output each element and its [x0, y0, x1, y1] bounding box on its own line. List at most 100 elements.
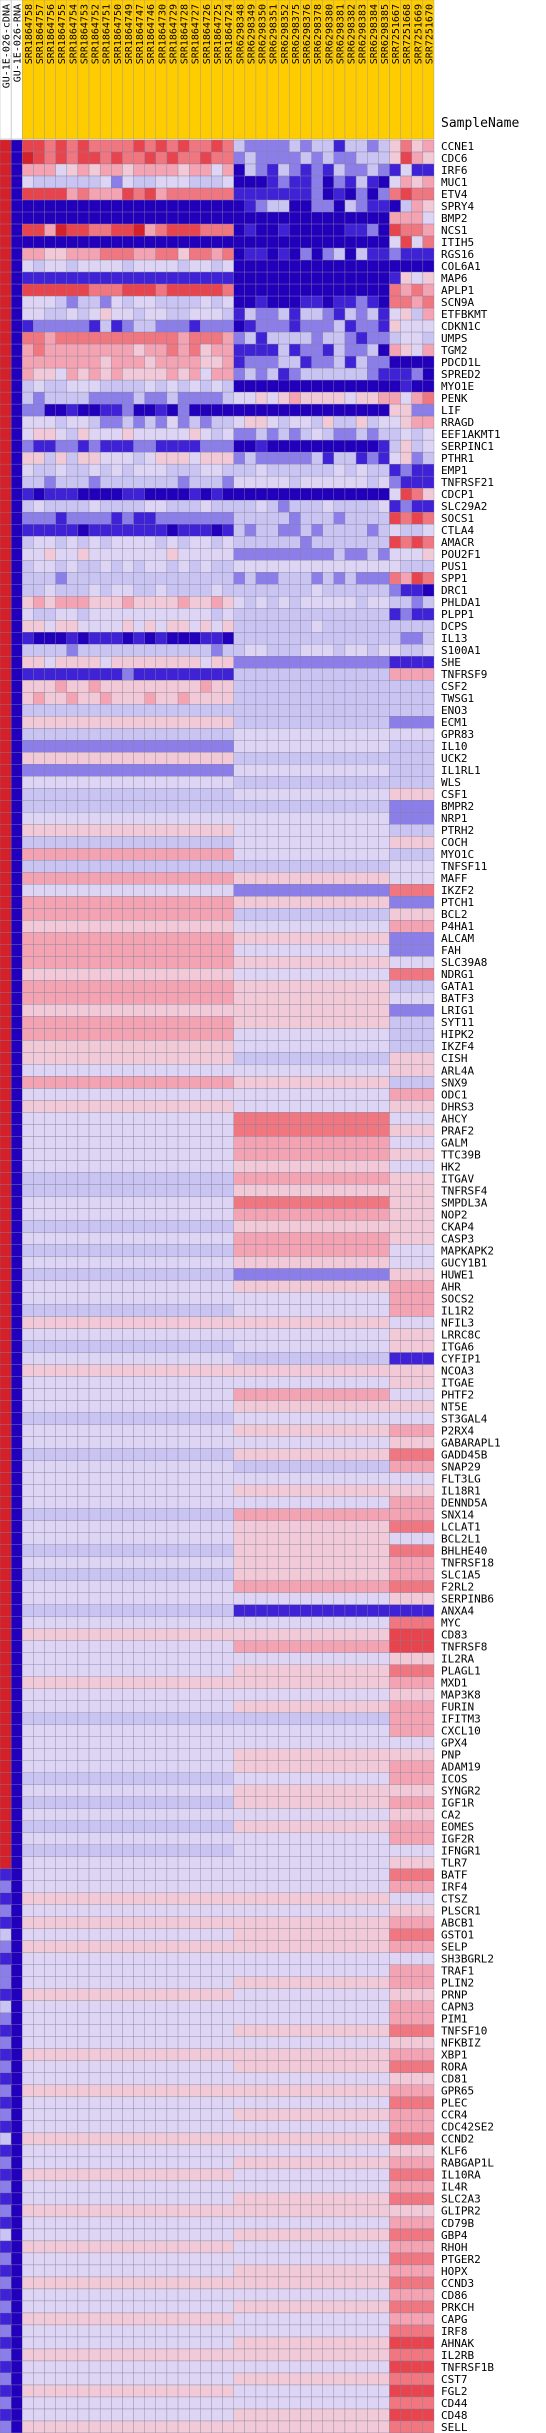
heatmap-cell [144, 163, 156, 177]
heatmap-cell [122, 1076, 134, 1089]
heatmap-cell [400, 1436, 412, 1449]
heatmap-cell [177, 860, 190, 873]
column-label: SRR1864758 [24, 4, 35, 64]
heatmap-cell [378, 1592, 390, 1605]
heatmap-cell [189, 920, 201, 933]
heatmap-cell [400, 788, 412, 801]
heatmap-cell [211, 1352, 223, 1365]
heatmap-cell [99, 680, 112, 693]
heatmap-cell [211, 1148, 223, 1161]
heatmap-cell [233, 1292, 245, 1305]
heatmap-cell [355, 1064, 368, 1077]
heatmap-cell [367, 1556, 379, 1569]
heatmap-cell [411, 259, 424, 273]
heatmap-cell [244, 1076, 257, 1089]
heatmap-cell [177, 523, 190, 537]
heatmap-cell [133, 1028, 145, 1041]
heatmap-cell [155, 1064, 168, 1077]
heatmap-cell [111, 1244, 123, 1257]
heatmap-cell [367, 1160, 379, 1173]
heatmap-cell [55, 319, 67, 333]
heatmap-cell [177, 1280, 190, 1293]
heatmap-cell [166, 992, 179, 1005]
heatmap-cell [133, 968, 145, 981]
heatmap-cell [177, 656, 190, 669]
heatmap-cell [400, 187, 412, 201]
heatmap-cell [99, 1316, 112, 1329]
heatmap-cell [55, 872, 67, 885]
heatmap-cell [144, 1244, 156, 1257]
heatmap-cell [111, 1580, 123, 1593]
heatmap-cell [244, 499, 257, 513]
heatmap-cell [33, 824, 45, 837]
heatmap-cell [189, 355, 201, 369]
heatmap-cell [166, 1304, 179, 1317]
heatmap-cell [44, 175, 56, 189]
heatmap-cell [389, 367, 401, 381]
heatmap-cell [189, 968, 201, 981]
heatmap-cell [99, 716, 112, 729]
heatmap-cell [333, 1340, 346, 1353]
heatmap-cell [77, 163, 90, 177]
heatmap-cell [344, 487, 357, 501]
heatmap-cell [44, 1340, 56, 1353]
heatmap-cell [322, 1472, 335, 1485]
heatmap-cell [211, 523, 223, 537]
heatmap-cell [422, 1460, 435, 1473]
heatmap-cell [122, 319, 134, 333]
heatmap-cell [278, 596, 290, 609]
heatmap-cell [355, 247, 368, 261]
heatmap-cell [55, 668, 67, 681]
heatmap-cell [22, 692, 34, 705]
heatmap-cell [33, 523, 45, 537]
heatmap-cell [133, 439, 145, 453]
heatmap-cell [10, 644, 23, 657]
heatmap-cell [400, 487, 412, 501]
heatmap-cell [278, 1460, 290, 1473]
heatmap-cell [255, 1232, 268, 1245]
heatmap-cell [66, 1508, 79, 1521]
heatmap-cell [44, 283, 56, 297]
heatmap-cell [122, 836, 134, 849]
heatmap-cell [266, 1340, 279, 1353]
heatmap-cell [289, 716, 301, 729]
heatmap-cell [322, 1508, 335, 1521]
heatmap-cell [166, 1208, 179, 1221]
heatmap-cell [222, 355, 234, 369]
heatmap-cell [300, 331, 312, 345]
heatmap-cell [166, 1160, 179, 1173]
heatmap-cell [355, 752, 368, 765]
heatmap-cell [289, 1628, 301, 1641]
heatmap-cell [44, 271, 56, 285]
heatmap-cell [189, 560, 201, 573]
heatmap-cell [77, 295, 90, 309]
heatmap-cell [222, 1628, 234, 1641]
heatmap-cell [22, 1256, 34, 1269]
heatmap-cell [311, 175, 323, 189]
heatmap-cell [344, 151, 357, 165]
heatmap-cell [88, 1256, 101, 1269]
heatmap-cell [422, 439, 435, 453]
heatmap-cell [222, 572, 234, 585]
heatmap-cell [311, 1436, 323, 1449]
heatmap-cell [55, 740, 67, 753]
heatmap-cell [0, 1568, 12, 1581]
heatmap-cell [322, 1016, 335, 1029]
heatmap-cell [322, 499, 335, 513]
heatmap-cell [333, 1208, 346, 1221]
heatmap-cell [155, 415, 168, 429]
heatmap-cell [422, 644, 435, 657]
heatmap-cell [311, 391, 323, 405]
heatmap-cell [55, 259, 67, 273]
heatmap-cell [166, 656, 179, 669]
heatmap-cell [389, 487, 401, 501]
heatmap-cell [166, 776, 179, 789]
heatmap-cell [0, 1532, 12, 1545]
heatmap-cell [278, 1232, 290, 1245]
heatmap-cell [244, 211, 257, 225]
heatmap-cell [289, 1172, 301, 1185]
heatmap-cell [289, 656, 301, 669]
heatmap-cell [311, 211, 323, 225]
heatmap-cell [378, 836, 390, 849]
heatmap-cell [222, 1412, 234, 1425]
